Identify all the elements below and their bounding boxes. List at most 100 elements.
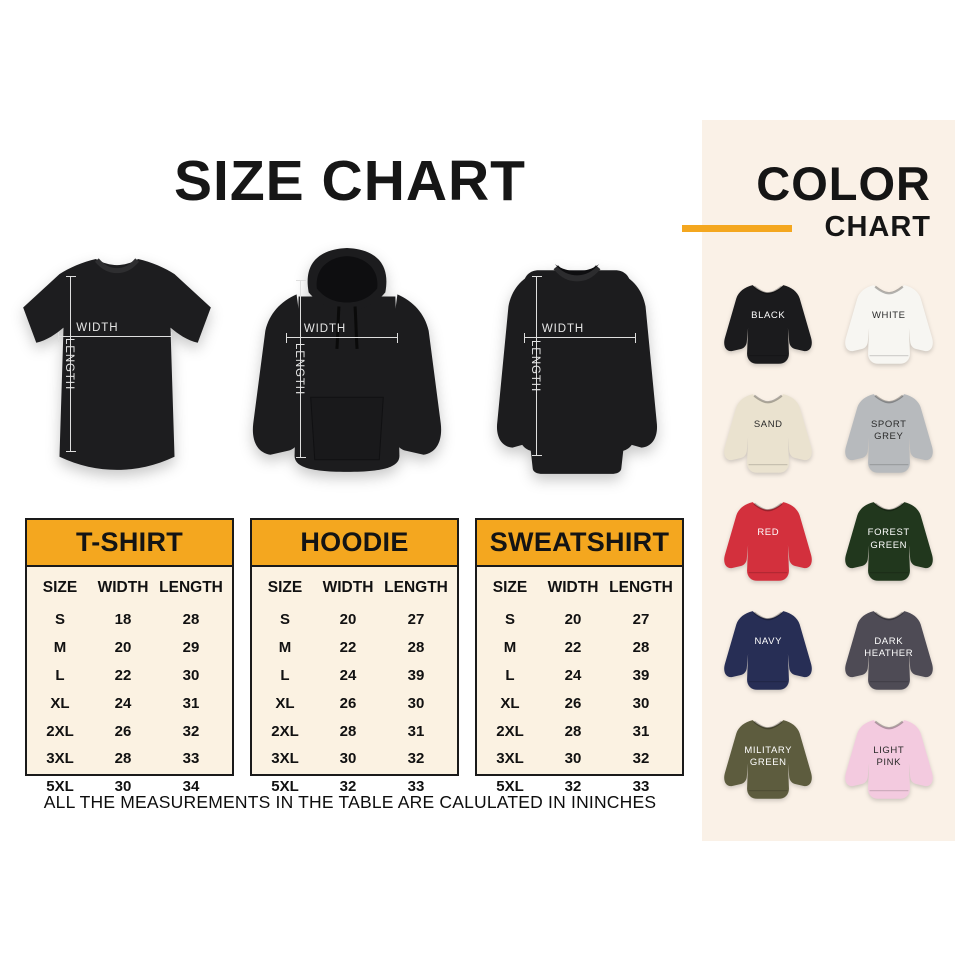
color-swatch-light-pink: LIGHT PINK [837, 714, 941, 808]
column-header: WIDTH [97, 579, 149, 596]
sweatshirt-illustration: WIDTH LENGTH [464, 242, 690, 490]
color-swatch-label: RED [757, 527, 780, 539]
table-cell: 3XL [271, 750, 299, 768]
color-swatch-forest-green: FOREST GREEN [837, 496, 941, 590]
width-measure-line: WIDTH [524, 323, 636, 344]
table-cell: 20 [114, 639, 132, 657]
table-cell: S [504, 611, 515, 629]
column-header: WIDTH [322, 579, 374, 596]
table-cell: 24 [114, 694, 132, 712]
table-cell: 28 [182, 611, 200, 629]
sweater-icon [723, 284, 814, 366]
color-chart-subtitle-row: CHART [682, 211, 931, 247]
color-swatch-label: BLACK [751, 310, 786, 322]
tshirt-illustration: WIDTH LENGTH [6, 246, 228, 490]
table-cell: 39 [632, 666, 650, 684]
color-swatch-label: WHITE [871, 310, 906, 322]
table-cell: 30 [182, 666, 200, 684]
color-swatch-navy: NAVY [716, 605, 820, 699]
table-cell: 26 [564, 694, 582, 712]
column-header: SIZE [267, 579, 303, 596]
table-cell: 18 [114, 611, 132, 629]
column-header: WIDTH [547, 579, 599, 596]
color-swatch-label: SPORT GREY [870, 418, 907, 443]
size-table-title: T-SHIRT [27, 520, 232, 567]
length-label: LENGTH [529, 339, 541, 393]
measurements-note: ALL THE MEASUREMENTS IN THE TABLE ARE CA… [43, 792, 657, 812]
table-cell: 30 [407, 694, 425, 712]
width-label: WIDTH [541, 323, 585, 335]
table-cell: M [503, 639, 517, 657]
table-cell: 30 [632, 694, 650, 712]
table-cell: 32 [407, 750, 425, 768]
color-chart-subtitle: CHART [824, 211, 931, 243]
table-cell: 27 [407, 611, 425, 629]
table-cell: 26 [114, 722, 132, 740]
size-table-sweatshirt: SWEATSHIRT SIZE WIDTH LENGTH S 20 27 M 22 28 L… [475, 518, 684, 795]
table-cell: 24 [564, 666, 582, 684]
length-label: LENGTH [63, 337, 75, 391]
table-cell: 5XL [46, 778, 74, 796]
table-cell: 30 [339, 750, 357, 768]
width-measure-line: WIDTH [286, 323, 398, 344]
length-label: LENGTH [293, 342, 305, 396]
length-measure-line: LENGTH [63, 276, 77, 452]
table-cell: 2XL [496, 722, 524, 740]
length-measure-line: LENGTH [293, 280, 307, 458]
sweatshirt-silhouette [496, 264, 658, 474]
width-label: WIDTH [303, 323, 347, 335]
color-swatch-sand: SAND [716, 388, 820, 482]
table-cell: 31 [182, 694, 200, 712]
length-measure-line: LENGTH [529, 276, 543, 456]
table-cell: M [53, 639, 67, 657]
accent-underline [682, 225, 792, 232]
color-swatch-label: SAND [753, 418, 783, 430]
table-cell: 5XL [496, 778, 524, 796]
table-cell: 24 [339, 666, 357, 684]
table-cell: 26 [339, 694, 357, 712]
table-cell: 28 [632, 639, 650, 657]
column-header: LENGTH [384, 579, 448, 596]
column-header: SIZE [492, 579, 528, 596]
color-chart-title: COLOR [756, 157, 931, 210]
table-cell: 22 [114, 666, 132, 684]
color-swatch-sport-grey: SPORT GREY [837, 388, 941, 482]
table-cell: 34 [182, 778, 200, 796]
table-cell: XL [500, 694, 520, 712]
table-cell: 28 [564, 722, 582, 740]
table-cell: 30 [564, 750, 582, 768]
table-cell: 22 [564, 639, 582, 657]
width-label: WIDTH [76, 322, 119, 334]
column-header: SIZE [42, 579, 78, 596]
table-cell: 31 [407, 722, 425, 740]
table-cell: 2XL [271, 722, 299, 740]
color-swatch-black: BLACK [716, 279, 820, 373]
color-swatch-military-green: MILITARY GREEN [716, 714, 820, 808]
sweater-icon [723, 501, 814, 583]
table-cell: L [505, 666, 515, 684]
table-cell: 20 [564, 611, 582, 629]
color-swatch-red: RED [716, 496, 820, 590]
hoodie-illustration: WIDTH LENGTH [234, 242, 460, 490]
table-cell: 32 [339, 778, 357, 796]
table-cell: 28 [114, 750, 132, 768]
table-cell: 3XL [46, 750, 74, 768]
table-cell: S [54, 611, 65, 629]
size-table-tshirt: T-SHIRT SIZE WIDTH LENGTH S 18 28 M 20 29 L 22 3… [25, 518, 234, 795]
table-cell: 32 [564, 778, 582, 796]
table-cell: XL [275, 694, 295, 712]
table-cell: 30 [114, 778, 132, 796]
tshirt-silhouette [23, 258, 211, 470]
hoodie-silhouette [252, 248, 442, 472]
table-cell: L [55, 666, 65, 684]
color-chart-panel: COLOR CHART BLACK WHITE SAND SPORT GREY [682, 120, 955, 841]
table-cell: M [278, 639, 292, 657]
table-cell: 2XL [46, 722, 74, 740]
size-chart-title: SIZE CHART [174, 149, 526, 213]
table-cell: S [279, 611, 290, 629]
size-table-title: HOODIE [252, 520, 457, 567]
color-swatch-label: LIGHT PINK [873, 744, 905, 769]
table-cell: 5XL [271, 778, 299, 796]
table-cell: XL [50, 694, 70, 712]
